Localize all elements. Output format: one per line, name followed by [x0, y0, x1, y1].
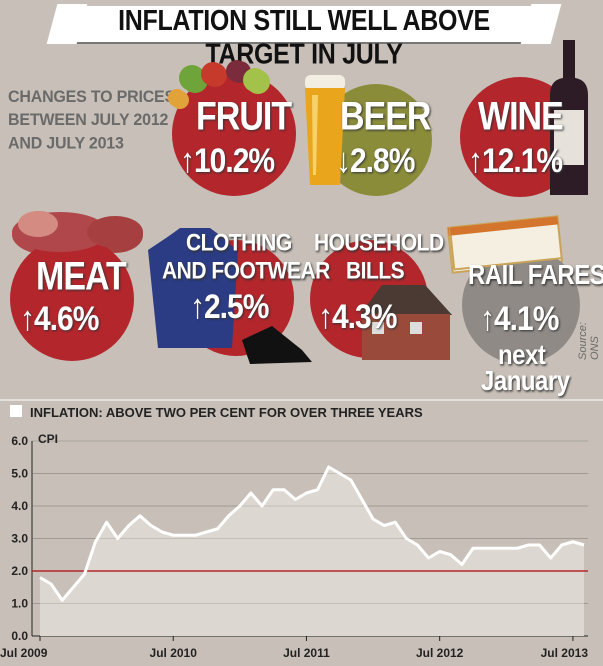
y-axis-label: CPI — [38, 432, 58, 446]
household-label-line1: HOUSEHOLD — [314, 230, 444, 257]
fruit-change: ↑10.2% — [180, 142, 275, 180]
rail-note-line1: next — [498, 340, 546, 372]
y-tick-label: 4.0 — [11, 499, 28, 513]
chart-title: INFLATION: ABOVE TWO PER CENT FOR OVER T… — [30, 405, 423, 420]
intro-line-3: AND JULY 2013 — [8, 134, 124, 152]
rail-note-line2: January — [481, 366, 570, 398]
rail-change: ↑4.1% — [480, 300, 559, 338]
clothing-change: ↑2.5% — [190, 288, 269, 326]
meat-label: MEAT — [36, 254, 127, 299]
fruit-label: FRUIT — [196, 94, 292, 139]
x-tick-label: Jul 2012 — [416, 646, 464, 660]
x-tick-label: Jul 2011 — [283, 646, 330, 660]
household-change: ↑4.3% — [318, 298, 397, 336]
cpi-area — [40, 467, 584, 636]
y-tick-label: 1.0 — [11, 597, 28, 611]
y-tick-label: 5.0 — [11, 467, 28, 481]
intro-line-1: CHANGES TO PRICES — [8, 88, 175, 107]
y-tick-label: 6.0 — [11, 434, 28, 448]
household-label-line2: BILLS — [346, 258, 405, 285]
meat-change: ↑4.6% — [20, 300, 99, 338]
beer-label: BEER — [340, 94, 431, 139]
x-tick-label: Jul 2010 — [150, 646, 198, 660]
cpi-line — [39, 465, 585, 602]
meat-circle — [10, 237, 134, 361]
y-tick-label: 0.0 — [11, 629, 28, 643]
wine-change: ↑12.1% — [468, 142, 563, 180]
x-tick-label: Jul 2009 — [0, 646, 48, 660]
clothing-label-line1: CLOTHING — [186, 230, 292, 257]
beer-change: ↓2.8% — [336, 142, 415, 180]
intro-text: CHANGES TO PRICES BETWEEN JULY 2012 AND … — [8, 86, 188, 155]
y-tick-label: 2.0 — [11, 564, 28, 578]
title-banner: INFLATION STILL WELL ABOVE TARGET IN JUL… — [70, 5, 538, 70]
rail-label: RAIL FARES — [468, 260, 603, 292]
intro-line-2: BETWEEN JULY 2012 — [8, 111, 169, 130]
wine-label: WINE — [478, 94, 564, 139]
y-tick-label: 3.0 — [11, 532, 28, 546]
clothing-label-line2: AND FOOTWEAR — [162, 258, 330, 285]
page-title: INFLATION STILL WELL ABOVE TARGET IN JUL… — [118, 4, 490, 71]
x-tick-label: Jul 2013 — [541, 646, 589, 660]
legend-marker — [10, 405, 22, 417]
